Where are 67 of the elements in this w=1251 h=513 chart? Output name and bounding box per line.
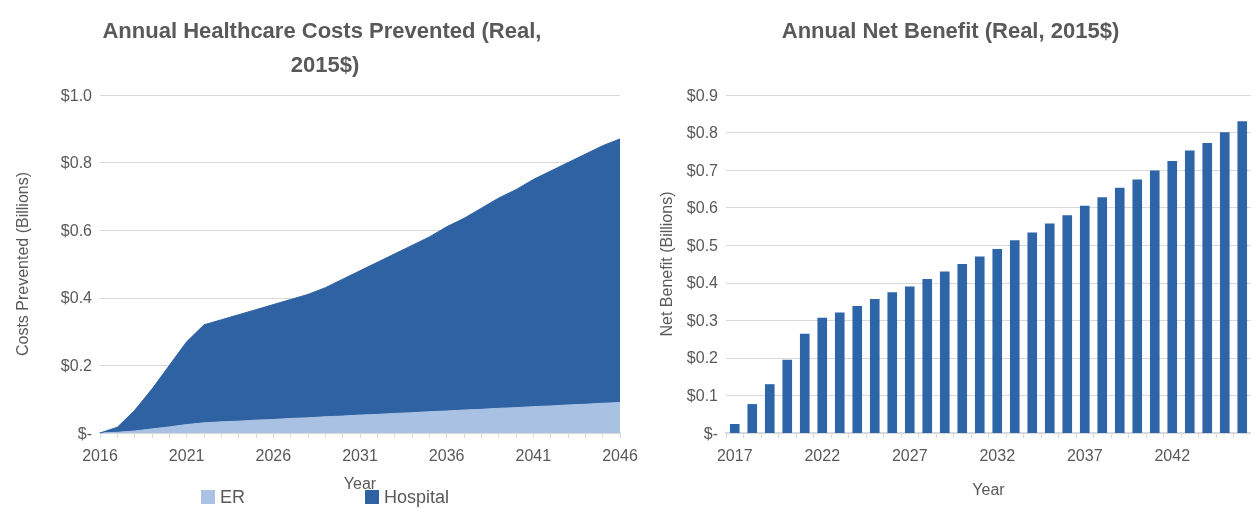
bar [957,264,968,433]
y-tick-label: $0.6 [686,199,719,217]
bar [799,333,810,433]
x-tick-label: 2017 [716,446,753,464]
bar [974,256,985,433]
bar [1009,240,1020,433]
bar [1167,161,1178,433]
x-tick-label: 2016 [82,446,118,464]
bar [1132,179,1143,433]
x-tick-label: 2031 [342,446,378,464]
x-tick-label: 2042 [1154,446,1191,464]
x-tick-label: 2041 [515,446,552,464]
bar [1062,215,1073,433]
bar [922,279,933,433]
x-tick-label: 2046 [602,446,638,464]
bar [992,248,1003,433]
y-tick-label: $0.8 [686,124,719,142]
bar [764,384,775,433]
y-tick-label: $0.4 [686,274,719,292]
x-tick-label: 2026 [255,446,292,464]
legend-label: ER [219,487,245,507]
bar [1202,143,1213,433]
bar [1237,121,1248,433]
y-axis-title: Costs Prevented (Billions) [13,171,31,357]
bar [817,317,828,433]
bar [852,306,863,433]
y-tick-label: $0.6 [60,221,93,239]
bar [747,404,758,433]
x-tick-label: 2027 [891,446,928,464]
y-tick-label: $0.7 [686,161,719,179]
bar [729,423,740,433]
bar [1184,150,1195,433]
bar [904,286,915,433]
bar [1219,132,1230,433]
bar [1114,187,1125,433]
y-tick-label: $0.8 [60,154,93,172]
y-tick-label: $0.5 [686,236,719,254]
y-tick-label: $0.2 [60,356,93,374]
chart-title: Annual Net Benefit (Real, 2015$) [781,17,1120,43]
bar [887,292,898,433]
x-tick-label: 2037 [1066,446,1103,464]
x-tick-label: 2022 [804,446,841,464]
bar [1079,205,1090,433]
chart-title: Annual Healthcare Costs Prevented (Real, 2015$) [102,17,548,77]
bar [1149,170,1160,433]
y-tick-label: $0.2 [686,349,719,367]
bar [1097,197,1108,433]
legend-label: Hospital [383,487,450,507]
y-tick-label: $0.3 [686,311,719,329]
bar [1027,232,1038,433]
x-tick-label: 2036 [428,446,465,464]
x-tick-label: 2021 [168,446,205,464]
x-axis-title: Year [343,474,377,492]
y-axis-title: Net Benefit (Billions) [657,191,675,337]
bar [834,312,845,433]
y-tick-label: $0.9 [686,86,719,104]
bar [1044,223,1055,433]
bar [939,271,950,433]
bar [869,298,880,433]
y-tick-label: $1.0 [60,86,93,104]
x-tick-label: 2032 [979,446,1016,464]
y-tick-label: $0.1 [686,386,719,404]
y-tick-label: $0.4 [60,289,93,307]
x-axis-title: Year [972,480,1006,498]
y-tick-label: $- [77,424,92,442]
y-tick-label: $- [703,424,718,442]
bar [782,359,793,433]
